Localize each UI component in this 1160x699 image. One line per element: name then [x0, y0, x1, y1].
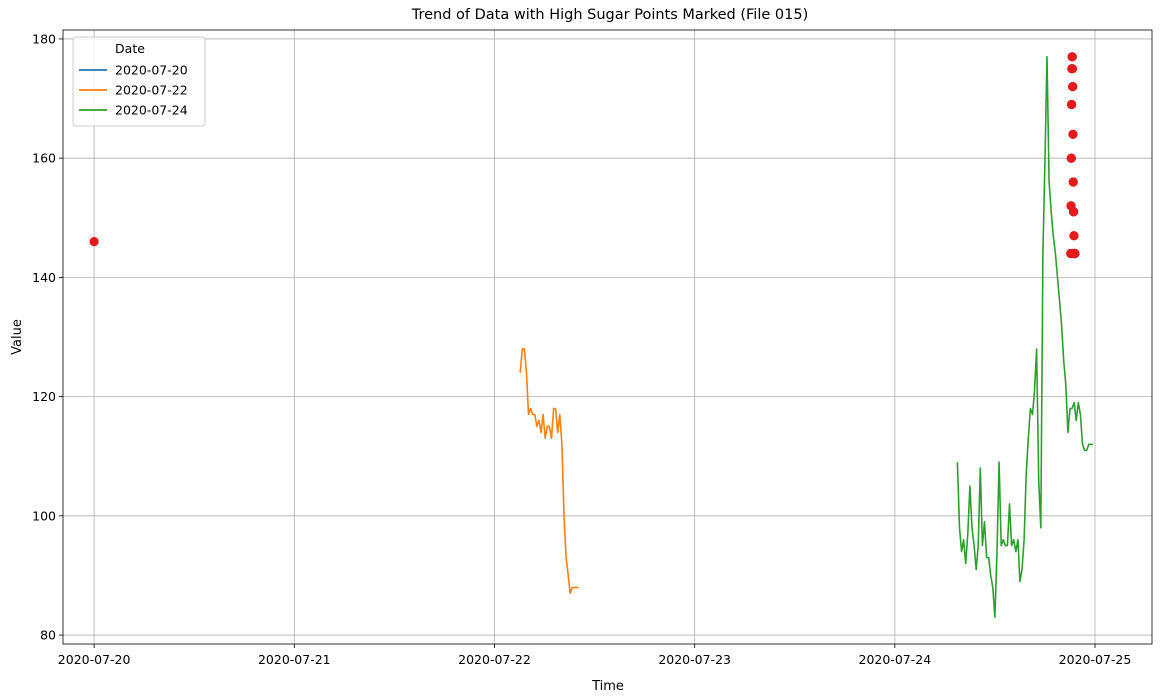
y-tick-label: 80: [40, 628, 56, 643]
high-sugar-point: [1066, 153, 1076, 163]
x-tick-label: 2020-07-24: [859, 652, 932, 667]
chart-title: Trend of Data with High Sugar Points Mar…: [411, 7, 808, 23]
series-layer: [519, 55, 1093, 619]
high-sugar-point: [1067, 52, 1077, 62]
legend-entry: 2020-07-20: [115, 63, 188, 78]
legend: Date 2020-07-20 2020-07-22 2020-07-24: [72, 36, 206, 127]
series-line-2020-07-22: [519, 348, 579, 595]
high-sugar-point: [1067, 99, 1077, 110]
high-sugar-point: [1069, 231, 1079, 241]
x-tick-label: 2020-07-22: [458, 652, 531, 667]
y-tick-label: 140: [32, 270, 56, 285]
x-tick-label: 2020-07-20: [58, 652, 131, 667]
legend-entry: 2020-07-22: [115, 83, 188, 98]
x-tick-label: 2020-07-25: [1059, 652, 1132, 667]
grid: [63, 30, 1152, 644]
legend-title: Date: [115, 41, 145, 56]
y-tick-label: 120: [32, 389, 56, 404]
x-tick-label: 2020-07-23: [658, 652, 731, 667]
high-sugar-points: [89, 52, 1080, 259]
high-sugar-point: [89, 237, 99, 247]
high-sugar-point: [1067, 64, 1078, 74]
high-sugar-point: [1070, 248, 1080, 259]
high-sugar-point: [1068, 177, 1078, 187]
x-axis-label: Time: [591, 679, 624, 694]
y-tick-label: 100: [32, 508, 56, 523]
plot-frame: [62, 29, 1153, 645]
y-axis-label: Value: [10, 319, 25, 355]
high-sugar-point: [1068, 82, 1078, 92]
high-sugar-point: [1069, 207, 1079, 217]
legend-entry: 2020-07-24: [115, 103, 188, 118]
y-axis: 80 100 120 140 160 180: [32, 31, 63, 643]
y-tick-label: 160: [32, 151, 56, 166]
x-tick-label: 2020-07-21: [258, 652, 331, 667]
x-axis: 2020-07-20 2020-07-21 2020-07-22 2020-07-23…: [58, 644, 1132, 667]
high-sugar-point: [1068, 129, 1078, 139]
series-line-2020-07-24: [956, 55, 1093, 619]
y-tick-label: 180: [32, 31, 56, 46]
legend-box: [72, 36, 206, 127]
